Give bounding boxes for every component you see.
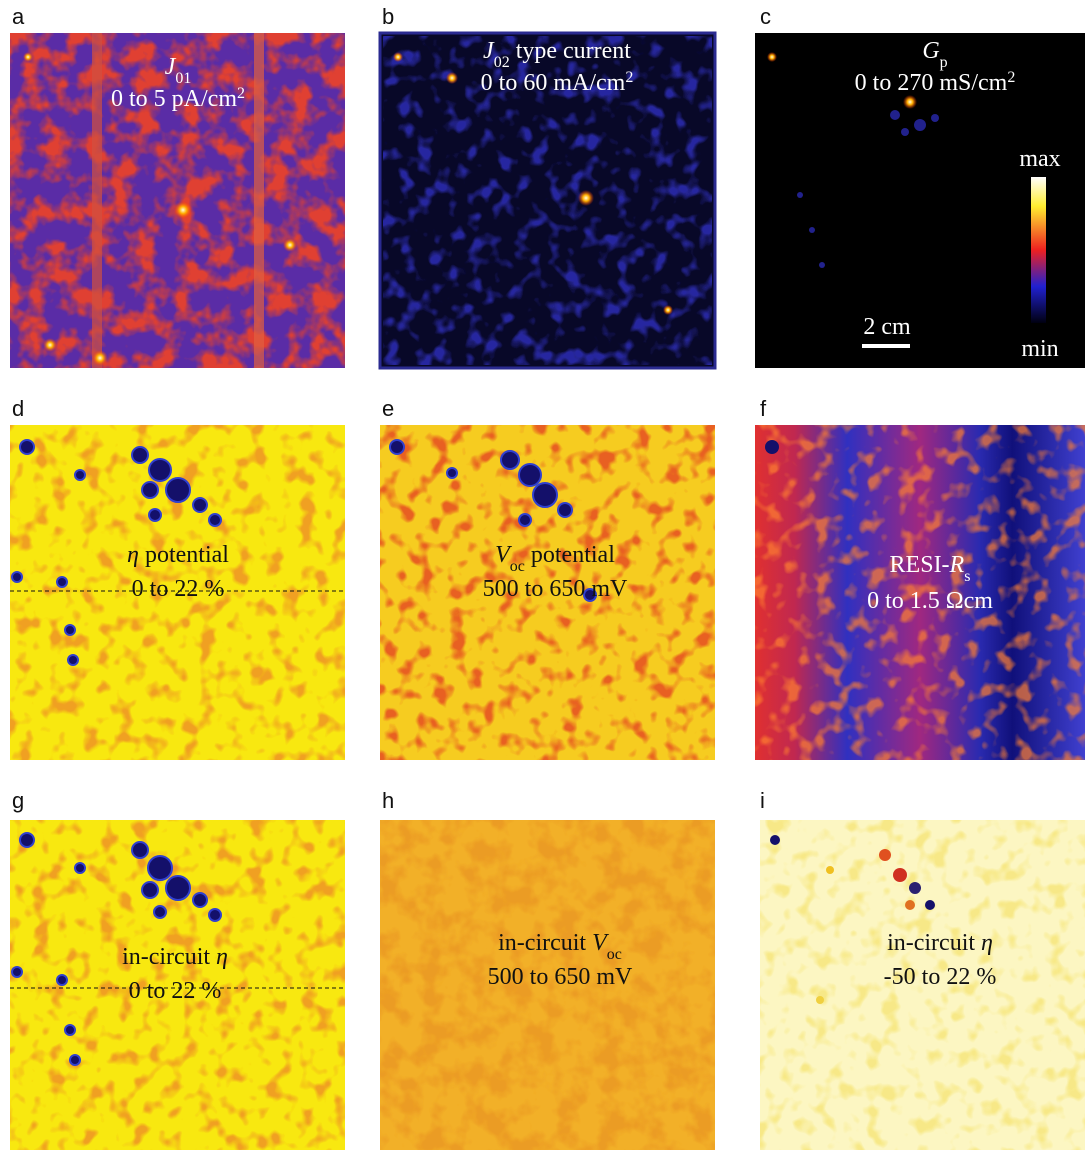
annotation: 0 to 270 mS/cm2 — [855, 69, 1016, 97]
panel-label: e — [382, 396, 394, 421]
defect-cluster — [770, 835, 935, 1004]
panel-label: g — [12, 788, 24, 813]
defect-cluster — [11, 832, 222, 1066]
annotation: 0 to 22 % — [129, 978, 222, 1004]
hotspot — [446, 72, 458, 84]
panel-label: f — [760, 396, 767, 421]
defect-cluster — [797, 110, 939, 268]
annotation: -50 to 22 % — [884, 964, 997, 990]
panel-label: b — [382, 4, 394, 29]
annotation: in-circuit Voc — [498, 930, 622, 963]
map-image — [755, 33, 1085, 368]
annotation: in-circuit η — [122, 944, 228, 970]
map-texture — [760, 820, 1085, 1150]
panel-label: h — [382, 788, 394, 813]
map-texture — [755, 425, 1085, 760]
annotation: 0 to 5 pA/cm2 — [111, 85, 245, 113]
annotation: 0 to 22 % — [132, 576, 225, 602]
map-texture — [10, 33, 345, 368]
colorbar — [1031, 177, 1046, 323]
panel-label: a — [12, 4, 25, 29]
hotspot — [767, 52, 777, 62]
annotation: RESI-Rs — [890, 552, 971, 585]
panel-label: d — [12, 396, 24, 421]
map-texture — [10, 820, 345, 1150]
colorbar-min: min — [1021, 336, 1058, 362]
hotspot — [663, 305, 673, 315]
hotspot — [92, 350, 108, 366]
colorbar-max: max — [1019, 146, 1060, 172]
annotation: 0 to 60 mA/cm2 — [481, 69, 634, 97]
annotation: 500 to 650 mV — [483, 576, 628, 602]
panel-label: i — [760, 788, 765, 813]
annotation: J02 type current — [483, 38, 631, 71]
defect-cluster — [389, 439, 597, 602]
hotspot — [903, 95, 917, 109]
annotation: in-circuit η — [887, 930, 993, 956]
busbar — [92, 33, 102, 368]
annotation: Voc potential — [495, 542, 615, 575]
hotspot — [578, 190, 594, 206]
hotspot — [23, 52, 33, 62]
hotspot — [283, 238, 297, 252]
busbar — [254, 33, 264, 368]
scale-bar-label: 2 cm — [863, 314, 911, 340]
annotation: 0 to 1.5 Ωcm — [867, 588, 993, 614]
hotspot — [43, 338, 57, 352]
panel-label: c — [760, 4, 771, 29]
hotspot — [174, 201, 192, 219]
defect-cluster — [11, 439, 222, 666]
defect — [765, 440, 779, 454]
annotation: η potential — [127, 542, 229, 568]
annotation: J01 — [165, 54, 192, 87]
hotspot — [393, 52, 403, 62]
map-texture — [383, 36, 712, 365]
annotation: Gp — [922, 38, 947, 71]
map-texture — [380, 425, 715, 760]
map-texture — [380, 820, 715, 1150]
annotation: 500 to 650 mV — [488, 964, 633, 990]
